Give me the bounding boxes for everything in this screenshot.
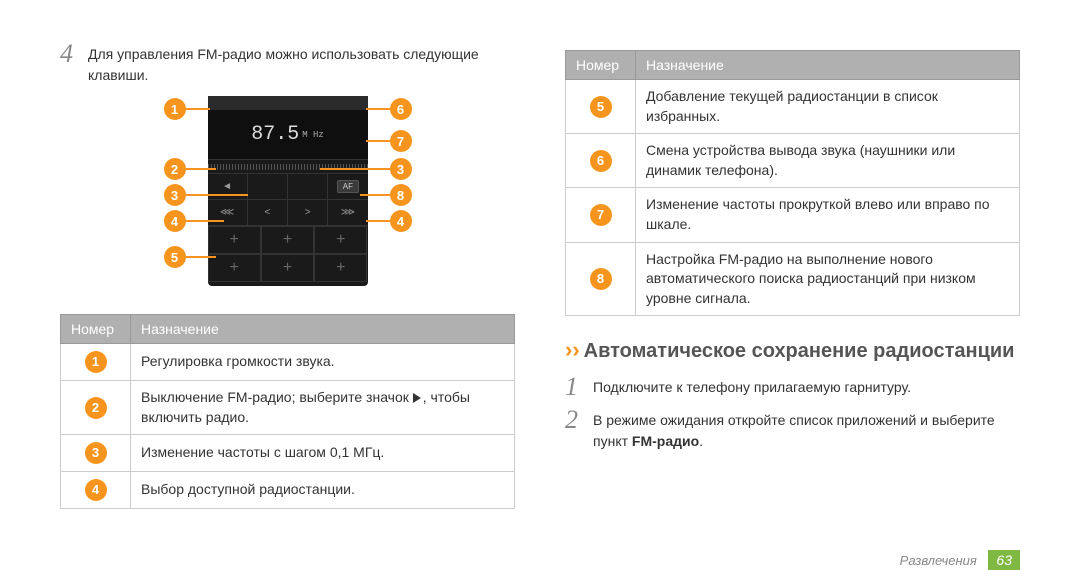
- fm-radio-diagram: 87.5 M Hz ◄AF ⋘<>⋙ +++ +++: [60, 96, 515, 299]
- table-row: 2 Выключение FM-радио; выберите значок ,…: [61, 381, 515, 435]
- row-badge: 6: [590, 150, 612, 172]
- row-text: Изменение частоты с шагом 0,1 МГц.: [131, 435, 515, 472]
- frequency-scale: [208, 160, 368, 174]
- callout-1: 1: [164, 98, 186, 120]
- reference-table-left: Номер Назначение 1 Регулировка громкости…: [60, 314, 515, 509]
- callout-6: 6: [390, 98, 412, 120]
- preset-grid: +++ +++: [208, 226, 368, 282]
- row-badge: 4: [85, 479, 107, 501]
- control-row-2: ⋘<>⋙: [208, 200, 368, 226]
- row-badge: 2: [85, 397, 107, 419]
- callout-8: 8: [390, 184, 412, 206]
- table-row: 8 Настройка FM-радио на выполнение новог…: [566, 242, 1020, 316]
- play-icon: [413, 393, 421, 403]
- row-badge: 7: [590, 204, 612, 226]
- callout-7: 7: [390, 130, 412, 152]
- row-text: Добавление текущей радиостанции в список…: [636, 80, 1020, 134]
- step-text: Для управления FM-радио можно использова…: [88, 40, 515, 86]
- table-row: 1 Регулировка громкости звука.: [61, 344, 515, 381]
- callout-3-right: 3: [390, 158, 412, 180]
- row-badge: 5: [590, 96, 612, 118]
- control-row-1: ◄AF: [208, 174, 368, 200]
- right-column: Номер Назначение 5 Добавление текущей ра…: [565, 40, 1020, 509]
- frequency-unit: M Hz: [302, 130, 324, 140]
- row-text: Выбор доступной радиостанции.: [131, 472, 515, 509]
- table-row: 6 Смена устройства вывода звука (наушник…: [566, 134, 1020, 188]
- col-header-purpose: Назначение: [131, 315, 515, 344]
- frequency-display: 87.5 M Hz: [208, 110, 368, 160]
- col-header-purpose: Назначение: [636, 51, 1020, 80]
- row-text: Смена устройства вывода звука (наушники …: [636, 134, 1020, 188]
- step-1: 1 Подключите к телефону прилагаемую гарн…: [565, 373, 1020, 402]
- col-header-number: Номер: [61, 315, 131, 344]
- step-text: Подключите к телефону прилагаемую гарнит…: [593, 373, 1020, 398]
- step-number: 1: [565, 373, 593, 402]
- table-row: 4 Выбор доступной радиостанции.: [61, 472, 515, 509]
- af-button: AF: [337, 180, 359, 193]
- callout-4-right: 4: [390, 210, 412, 232]
- step-4: 4 Для управления FM-радио можно использо…: [60, 40, 515, 86]
- row-badge: 3: [85, 442, 107, 464]
- row-badge: 8: [590, 268, 612, 290]
- col-header-number: Номер: [566, 51, 636, 80]
- row-text: Регулировка громкости звука.: [131, 344, 515, 381]
- footer-section: Развлечения: [900, 553, 977, 568]
- row-text: Настройка FM-радио на выполнение нового …: [636, 242, 1020, 316]
- page-number: 63: [988, 550, 1020, 570]
- table-row: 3 Изменение частоты с шагом 0,1 МГц.: [61, 435, 515, 472]
- step-number: 4: [60, 40, 88, 69]
- row-badge: 1: [85, 351, 107, 373]
- step-text: В режиме ожидания откройте список прилож…: [593, 406, 1020, 452]
- step-number: 2: [565, 406, 593, 435]
- left-column: 4 Для управления FM-радио можно использо…: [60, 40, 515, 509]
- callout-2: 2: [164, 158, 186, 180]
- page-footer: Развлечения 63: [900, 552, 1020, 568]
- section-heading: ››Автоматическое сохранение радиостанции: [565, 336, 1020, 365]
- row-text: Выключение FM-радио; выберите значок , ч…: [131, 381, 515, 435]
- row-text: Изменение частоты прокруткой влево или в…: [636, 188, 1020, 242]
- chevron-icon: ››: [565, 337, 580, 362]
- step-2: 2 В режиме ожидания откройте список прил…: [565, 406, 1020, 452]
- table-row: 5 Добавление текущей радиостанции в спис…: [566, 80, 1020, 134]
- callout-3-left: 3: [164, 184, 186, 206]
- callout-5: 5: [164, 246, 186, 268]
- table-row: 7 Изменение частоты прокруткой влево или…: [566, 188, 1020, 242]
- callout-4-left: 4: [164, 210, 186, 232]
- reference-table-right: Номер Назначение 5 Добавление текущей ра…: [565, 50, 1020, 316]
- phone-mockup: 87.5 M Hz ◄AF ⋘<>⋙ +++ +++: [208, 96, 368, 286]
- frequency-value: 87.5: [251, 123, 299, 146]
